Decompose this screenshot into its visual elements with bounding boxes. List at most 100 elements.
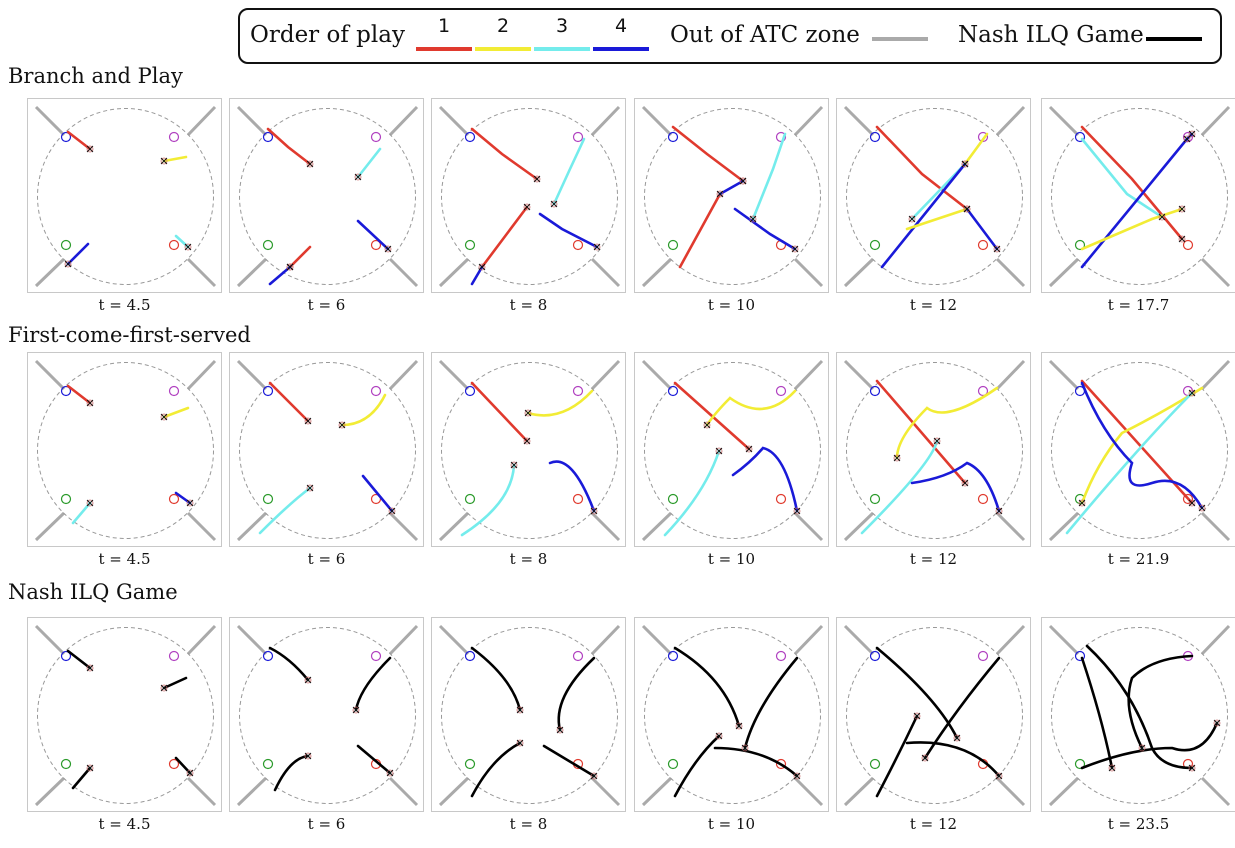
corridor-nw bbox=[1048, 624, 1080, 656]
atc-zone-circle bbox=[1051, 627, 1228, 804]
trajectory-2 bbox=[895, 386, 999, 460]
trajectory-1 bbox=[875, 646, 959, 740]
aircraft-marker-2 bbox=[160, 684, 168, 692]
corridor-ne bbox=[995, 359, 1026, 391]
aircraft-marker-3 bbox=[523, 203, 531, 211]
atc-zone-circle bbox=[1051, 362, 1228, 539]
aircraft-cross-1 bbox=[735, 722, 743, 730]
atc-zone-circle bbox=[846, 362, 1023, 539]
trajectory-1 bbox=[66, 649, 92, 670]
airspace-plot bbox=[34, 359, 217, 542]
trajectory-5 bbox=[538, 212, 599, 249]
airspace-plot bbox=[1048, 105, 1231, 288]
trajectory-2 bbox=[526, 389, 594, 417]
aircraft-marker-5 bbox=[384, 245, 392, 253]
aircraft-marker-2 bbox=[524, 409, 532, 417]
corridor-se bbox=[995, 257, 1026, 288]
trajectory-3 bbox=[71, 766, 92, 790]
trajectory-4 bbox=[731, 446, 799, 513]
aircraft-marker-2 bbox=[1138, 744, 1146, 752]
corridor-nw bbox=[236, 105, 268, 137]
aircraft-cross-3 bbox=[306, 484, 314, 492]
aircraft-cross-4 bbox=[388, 507, 396, 515]
aircraft-marker-2 bbox=[749, 215, 757, 223]
trajectory-3 bbox=[480, 205, 529, 269]
goal-marker-ne bbox=[168, 131, 180, 143]
corridor-se bbox=[793, 257, 824, 288]
panel-branch-and-play-4: t = 10 bbox=[634, 98, 829, 314]
panel-branch-and-play-5: t = 12 bbox=[836, 98, 1031, 314]
trajectory-6 bbox=[965, 207, 999, 251]
corridor-sw bbox=[236, 257, 268, 288]
corridor-ne bbox=[793, 105, 824, 137]
airspace-plot bbox=[438, 359, 621, 542]
aircraft-marker-4 bbox=[961, 160, 969, 168]
corridor-sw bbox=[34, 776, 66, 807]
trajectory-3 bbox=[678, 192, 722, 269]
goal-marker-se bbox=[977, 493, 989, 505]
trajectory-4 bbox=[542, 744, 596, 778]
corridor-nw bbox=[236, 359, 268, 391]
time-label: t = 12 bbox=[909, 815, 958, 833]
aircraft-marker-2 bbox=[352, 706, 360, 714]
trajectory-1 bbox=[470, 646, 522, 712]
trajectory-2 bbox=[705, 389, 797, 427]
aircraft-cross-1 bbox=[86, 399, 94, 407]
aircraft-cross-2 bbox=[354, 173, 362, 181]
aircraft-cross-1 bbox=[953, 734, 961, 742]
aircraft-cross-4 bbox=[286, 263, 294, 271]
goal-marker-ne bbox=[168, 385, 180, 397]
aircraft-marker-1 bbox=[523, 437, 531, 445]
corridor-ne bbox=[590, 105, 621, 137]
trajectory-4 bbox=[268, 265, 292, 286]
time-label: t = 6 bbox=[307, 296, 346, 314]
aircraft-marker-3 bbox=[304, 752, 312, 760]
aircraft-marker-4 bbox=[995, 507, 1003, 515]
aircraft-cross-3 bbox=[64, 260, 72, 268]
aircraft-cross-1 bbox=[516, 706, 524, 714]
trajectory-5 bbox=[356, 219, 390, 251]
airspace-plot bbox=[438, 624, 621, 807]
goal-marker-se bbox=[168, 493, 180, 505]
goal-marker-se bbox=[168, 758, 180, 770]
trajectory-2 bbox=[1080, 137, 1164, 219]
row-title-branch-and-play: Branch and Play bbox=[8, 64, 183, 88]
corridor-nw bbox=[34, 105, 66, 137]
aircraft-cross-3 bbox=[908, 215, 916, 223]
aircraft-cross-1 bbox=[304, 417, 312, 425]
aircraft-marker-4 bbox=[1108, 764, 1116, 772]
aircraft-cross-2 bbox=[338, 421, 346, 429]
aircraft-cross-2 bbox=[160, 413, 168, 421]
aircraft-marker-3 bbox=[86, 764, 94, 772]
trajectory-2 bbox=[552, 137, 586, 206]
aircraft-marker-1 bbox=[304, 417, 312, 425]
goal-marker-nw bbox=[869, 650, 881, 662]
atc-zone-circle bbox=[37, 108, 214, 285]
aircraft-marker-2 bbox=[1078, 499, 1086, 507]
goal-marker-se bbox=[572, 493, 584, 505]
aircraft-cross-3 bbox=[523, 203, 531, 211]
time-label: t = 10 bbox=[707, 296, 756, 314]
aircraft-marker-3 bbox=[64, 260, 72, 268]
legend-step-1-line bbox=[416, 47, 472, 51]
goal-marker-ne bbox=[572, 131, 584, 143]
trajectory-3 bbox=[673, 734, 721, 798]
row-title-first-come-first-served: First-come-first-served bbox=[8, 323, 251, 347]
aircraft-marker-2 bbox=[160, 157, 168, 165]
aircraft-cross-2 bbox=[921, 754, 929, 762]
goal-marker-sw bbox=[464, 758, 476, 770]
airspace-plot bbox=[34, 624, 217, 807]
trajectory-4 bbox=[1080, 381, 1204, 510]
corridor-sw bbox=[843, 511, 875, 542]
trajectory-1 bbox=[266, 127, 312, 166]
trajectory-1 bbox=[268, 381, 310, 423]
aircraft-cross-3 bbox=[933, 437, 941, 445]
aircraft-marker-5 bbox=[593, 243, 601, 251]
atc-zone-circle bbox=[37, 627, 214, 804]
aircraft-cross-5 bbox=[963, 205, 971, 213]
legend-step-2-line bbox=[475, 47, 531, 51]
aircraft-marker-4 bbox=[186, 499, 194, 507]
corridor-ne bbox=[995, 624, 1026, 656]
goal-marker-nw bbox=[667, 385, 679, 397]
airspace-plot bbox=[1048, 624, 1231, 807]
